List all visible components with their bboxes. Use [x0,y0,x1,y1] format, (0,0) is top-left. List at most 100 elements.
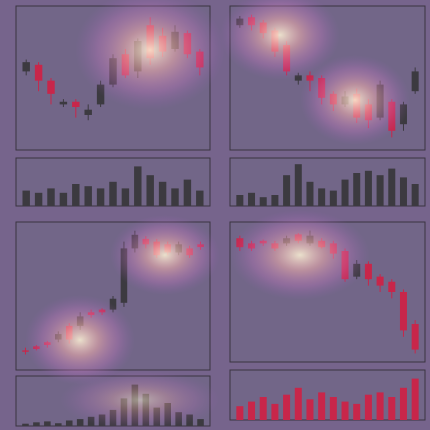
candle-body [353,263,361,277]
candle-body [411,71,419,92]
volume-bar [171,188,179,206]
volume-bar [121,188,130,206]
candle-body [164,244,171,253]
volume-bar [47,188,55,206]
candle-body [34,64,43,81]
candle-body [72,101,80,108]
candle-body [259,22,267,34]
candle-body [341,96,349,105]
candle-body [44,342,51,345]
candle-body [109,298,117,310]
candle-body [236,18,244,26]
volume-bar [84,186,92,206]
candle-body [306,75,314,81]
candle-body [329,243,337,254]
volume-bar [271,403,279,420]
volume-bar [283,175,291,206]
volume-bar [22,190,30,206]
candle-body [294,234,302,241]
volume-bar [236,406,244,420]
candle-body [171,31,179,49]
candle-body [318,78,326,98]
volume-bar [329,190,337,206]
candle-body [96,84,105,105]
candle-body [294,75,302,81]
candle-body [388,101,396,131]
volume-bar [146,175,154,206]
volume-bar [33,422,40,426]
volume-bar [353,173,361,206]
volume-bar [131,384,139,426]
volume-bar [411,184,419,206]
candle-body [22,350,29,352]
volume-bar [376,175,384,206]
volume-bar [109,181,117,206]
volume-bar [283,394,291,420]
candle-body [318,240,326,248]
candle-body [353,93,361,118]
volume-bar [353,403,361,420]
candle-body [236,238,244,248]
volume-bar [120,398,128,426]
volume-bar [158,181,167,206]
volume-bar [76,419,84,426]
volume-bar [186,414,193,426]
candle-body [271,243,279,249]
volume-bar [259,397,267,420]
candle-body [329,93,337,105]
volume-bar [72,184,80,206]
candle-body [399,104,407,125]
volume-bar [341,401,349,420]
volume-bar [175,412,182,426]
candle-body [134,41,142,72]
candle-body [153,241,161,256]
candle-body [158,35,167,52]
candle-body [76,316,84,326]
candle-body [142,238,150,245]
volume-bar [376,392,384,420]
volume-bar [248,401,256,420]
candle-body [131,234,139,249]
candle-body [33,346,40,350]
volume-bar [364,170,372,206]
volume-bar [87,416,95,426]
volume-bar [248,192,256,206]
volume-bar [271,195,279,206]
candle-body [98,309,106,313]
volume-bar [306,181,314,206]
candle-body [183,33,192,55]
candle-body [65,325,73,340]
candle-body [109,58,117,85]
candle-body [399,292,407,331]
candle-body [248,17,256,26]
volume-bar [329,397,337,420]
volume-bar [411,378,419,420]
candle-body [121,54,130,76]
volume-bar [388,397,396,420]
volume-frame [229,157,426,207]
volume-bar [294,164,302,206]
volume-bar [96,188,105,206]
volume-bar [259,197,267,206]
volume-bar [294,387,302,420]
volume-bar [196,190,204,206]
candle-body [22,62,30,72]
candle-body [364,263,372,280]
volume-bar [153,407,161,426]
candle-body [306,235,314,244]
volume-bar [236,195,244,206]
volume-bar [388,168,396,206]
volume-bar [134,166,142,206]
candle-body [47,80,55,94]
candle-body [283,238,291,244]
candle-body [376,84,384,118]
candle-body [84,109,92,115]
volume-bar [34,192,43,206]
candle-body [175,244,182,253]
candle-body [283,45,291,72]
candle-body [388,281,396,292]
candle-body [197,244,204,248]
price-frame [229,221,426,363]
candle-body [120,248,128,303]
volume-bar [164,403,171,426]
